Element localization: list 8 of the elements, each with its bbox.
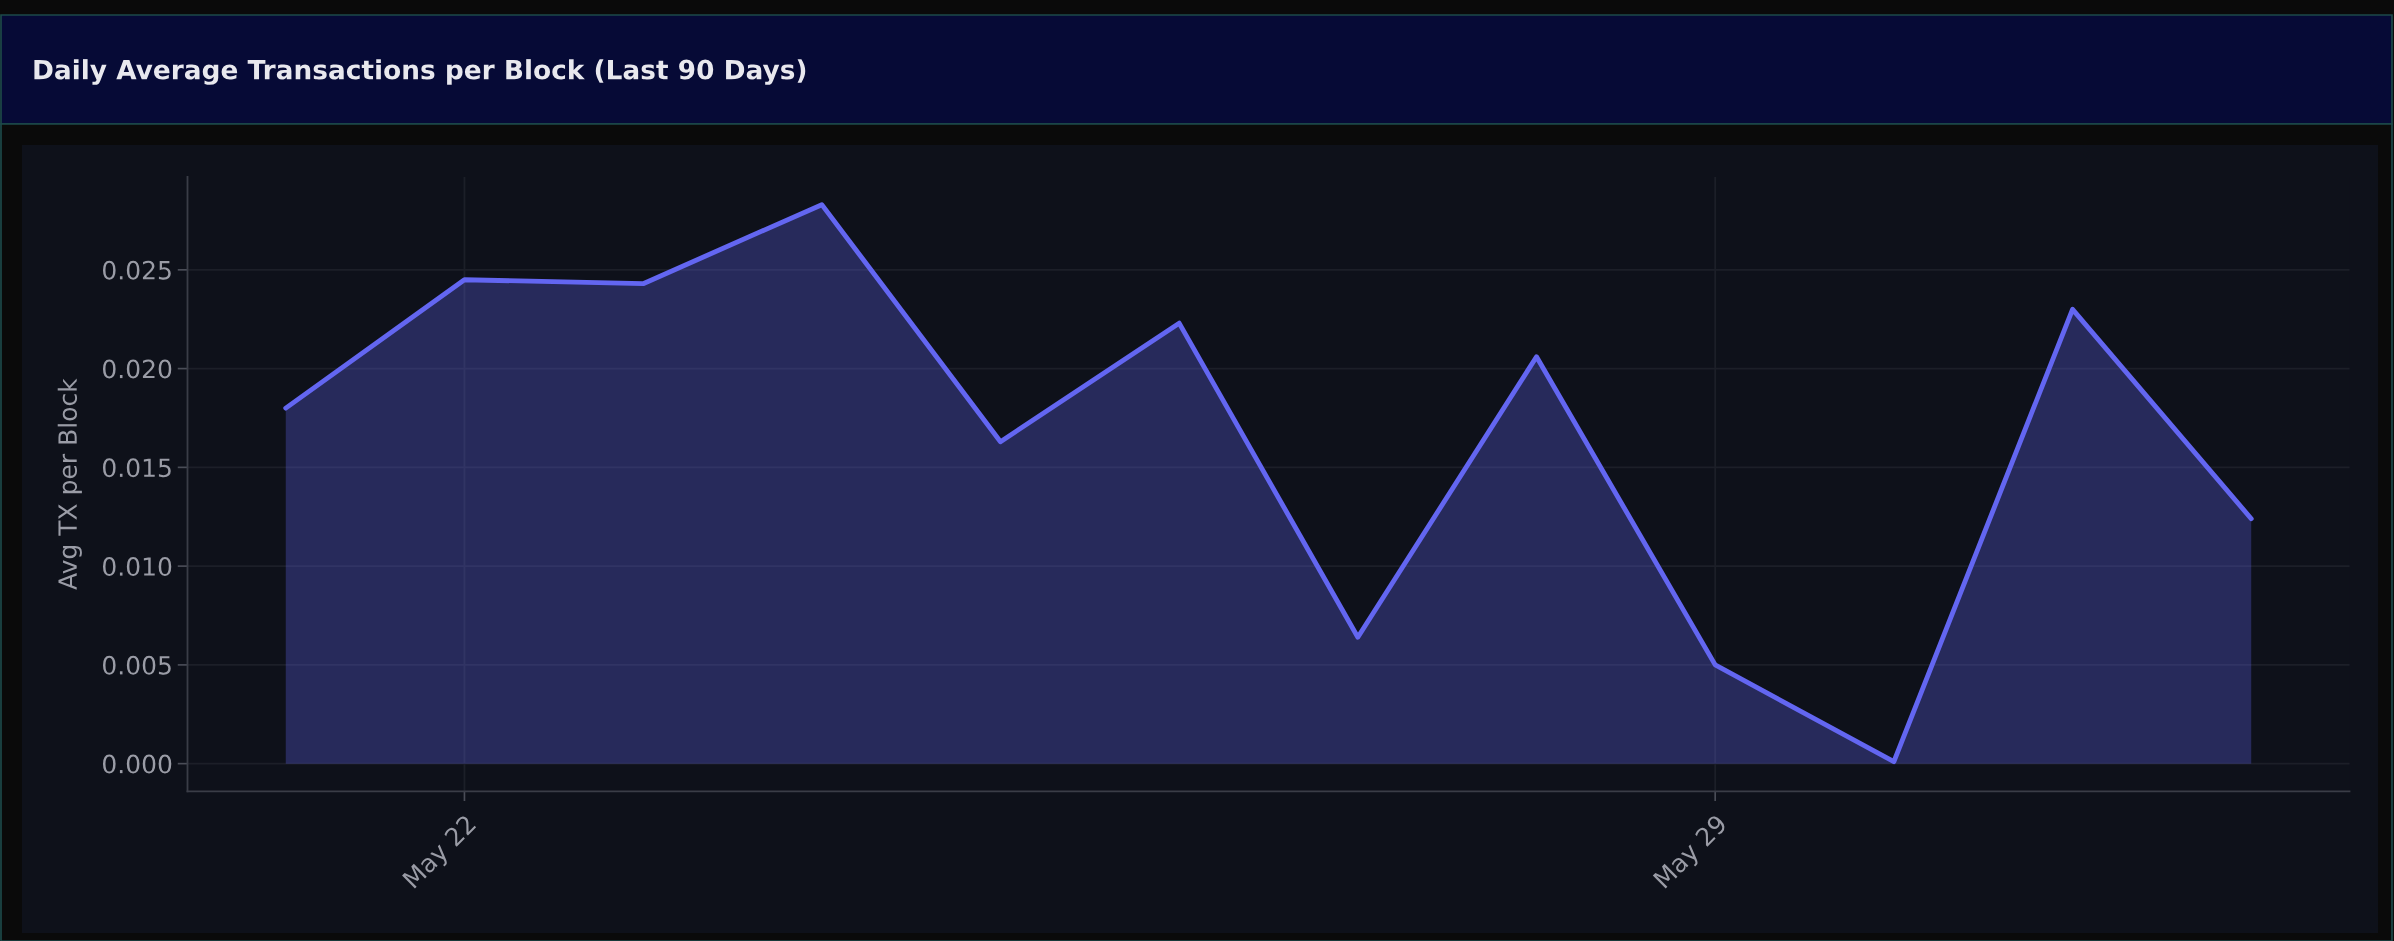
- y-axis-title: Avg TX per Block: [57, 378, 82, 590]
- y-tick-label: 0.005: [102, 655, 171, 675]
- y-tick-label: 0.010: [102, 557, 172, 576]
- y-tick-label: 0.025: [102, 260, 171, 280]
- chart-title: Daily Average Transactions per Block (Last 90 Days): [34, 59, 806, 85]
- y-tick-label: 0.015: [102, 458, 171, 478]
- y-tick-label: 0.020: [102, 359, 172, 379]
- y-tick-label: 0.000: [102, 754, 172, 774]
